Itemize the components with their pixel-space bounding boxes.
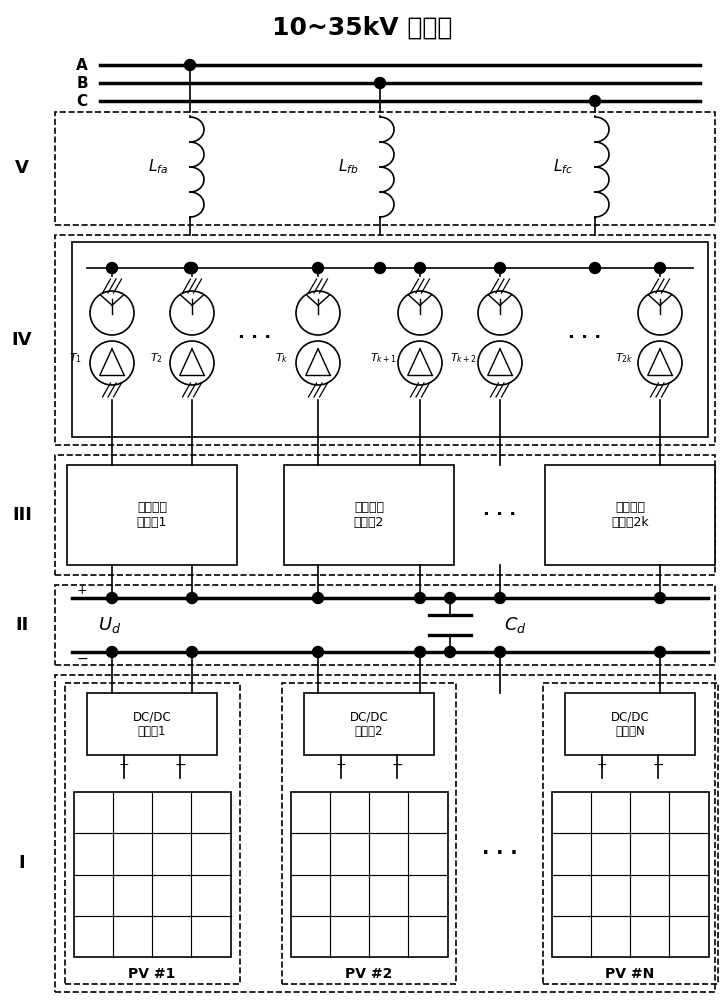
Bar [55, 455, 715, 575]
Circle shape [654, 262, 665, 273]
Text: −: − [174, 758, 186, 772]
Text: I: I [19, 854, 25, 872]
Text: $T_{2k}$: $T_{2k}$ [615, 351, 634, 365]
Circle shape [374, 78, 385, 89]
Circle shape [494, 647, 505, 658]
Bar [55, 675, 715, 992]
Text: A: A [76, 57, 88, 73]
Bar [552, 792, 709, 957]
Text: −: − [76, 652, 88, 666]
Circle shape [654, 647, 665, 658]
Text: $T_2$: $T_2$ [150, 351, 162, 365]
Text: +: + [597, 759, 607, 772]
Bar [64, 683, 240, 984]
Circle shape [296, 341, 340, 385]
Bar [545, 465, 715, 565]
Circle shape [313, 262, 324, 273]
Text: +: + [77, 584, 88, 597]
Circle shape [398, 291, 442, 335]
Circle shape [185, 262, 195, 273]
Bar [565, 693, 695, 755]
Circle shape [445, 592, 455, 604]
Circle shape [494, 262, 505, 273]
Circle shape [90, 291, 134, 335]
Text: 三相方波
逆变剘2k: 三相方波 逆变剘2k [611, 501, 649, 529]
Circle shape [106, 262, 117, 273]
Circle shape [494, 592, 505, 604]
Circle shape [296, 291, 340, 335]
Circle shape [589, 96, 600, 106]
Circle shape [638, 341, 682, 385]
Text: $T_1$: $T_1$ [70, 351, 83, 365]
Text: PV #1: PV #1 [128, 967, 176, 981]
Circle shape [478, 291, 522, 335]
Bar [55, 585, 715, 665]
Text: +: + [119, 759, 130, 772]
Circle shape [638, 291, 682, 335]
Text: · · ·: · · · [482, 844, 518, 863]
Circle shape [187, 647, 198, 658]
Circle shape [313, 592, 324, 604]
Bar [55, 112, 715, 225]
Bar [542, 683, 717, 984]
Circle shape [398, 341, 442, 385]
Text: −: − [391, 758, 403, 772]
Text: +: + [336, 759, 346, 772]
Bar [87, 693, 217, 755]
Text: 三相方波
逆变剘2: 三相方波 逆变剘2 [354, 501, 384, 529]
Circle shape [313, 647, 324, 658]
Text: $L_{fb}$: $L_{fb}$ [338, 158, 358, 176]
Circle shape [90, 341, 134, 385]
Circle shape [445, 647, 455, 658]
Circle shape [170, 341, 214, 385]
Bar [67, 465, 237, 565]
Text: $U_d$: $U_d$ [98, 615, 122, 635]
Circle shape [106, 592, 117, 604]
Text: IV: IV [12, 331, 33, 349]
Text: C: C [77, 94, 88, 108]
Circle shape [187, 592, 198, 604]
Bar [72, 242, 708, 437]
Text: B: B [76, 76, 88, 91]
Text: 三相方波
逆变剘1: 三相方波 逆变剘1 [137, 501, 167, 529]
Text: $T_k$: $T_k$ [275, 351, 289, 365]
Text: $T_{k+1}$: $T_{k+1}$ [371, 351, 397, 365]
Text: 10~35kV 配电网: 10~35kV 配电网 [272, 16, 452, 40]
Circle shape [374, 262, 385, 273]
Text: DC/DC
变换器N: DC/DC 变换器N [610, 710, 649, 738]
Bar [55, 235, 715, 445]
Bar [290, 792, 447, 957]
Text: PV #2: PV #2 [345, 967, 392, 981]
Circle shape [187, 262, 198, 273]
Circle shape [478, 341, 522, 385]
Text: $L_{fc}$: $L_{fc}$ [553, 158, 573, 176]
Text: $T_{k+2}$: $T_{k+2}$ [450, 351, 478, 365]
Bar [284, 465, 454, 565]
Text: −: − [652, 758, 664, 772]
Text: · · ·: · · · [238, 329, 272, 347]
Text: DC/DC
变换剘1: DC/DC 变换剘1 [132, 710, 172, 738]
Text: V: V [15, 159, 29, 177]
Circle shape [106, 647, 117, 658]
Bar [282, 683, 457, 984]
Text: $L_{fa}$: $L_{fa}$ [148, 158, 168, 176]
Text: PV #N: PV #N [605, 967, 654, 981]
Circle shape [415, 262, 426, 273]
Bar [304, 693, 434, 755]
Text: II: II [15, 616, 29, 634]
Bar [74, 792, 230, 957]
Circle shape [415, 647, 426, 658]
Text: DC/DC
变换剘2: DC/DC 变换剘2 [350, 710, 388, 738]
Text: $C_d$: $C_d$ [504, 615, 526, 635]
Text: · · ·: · · · [568, 329, 602, 347]
Text: III: III [12, 506, 32, 524]
Circle shape [415, 592, 426, 604]
Text: · · ·: · · · [484, 506, 516, 524]
Circle shape [185, 60, 195, 70]
Circle shape [654, 592, 665, 604]
Circle shape [589, 262, 600, 273]
Circle shape [170, 291, 214, 335]
